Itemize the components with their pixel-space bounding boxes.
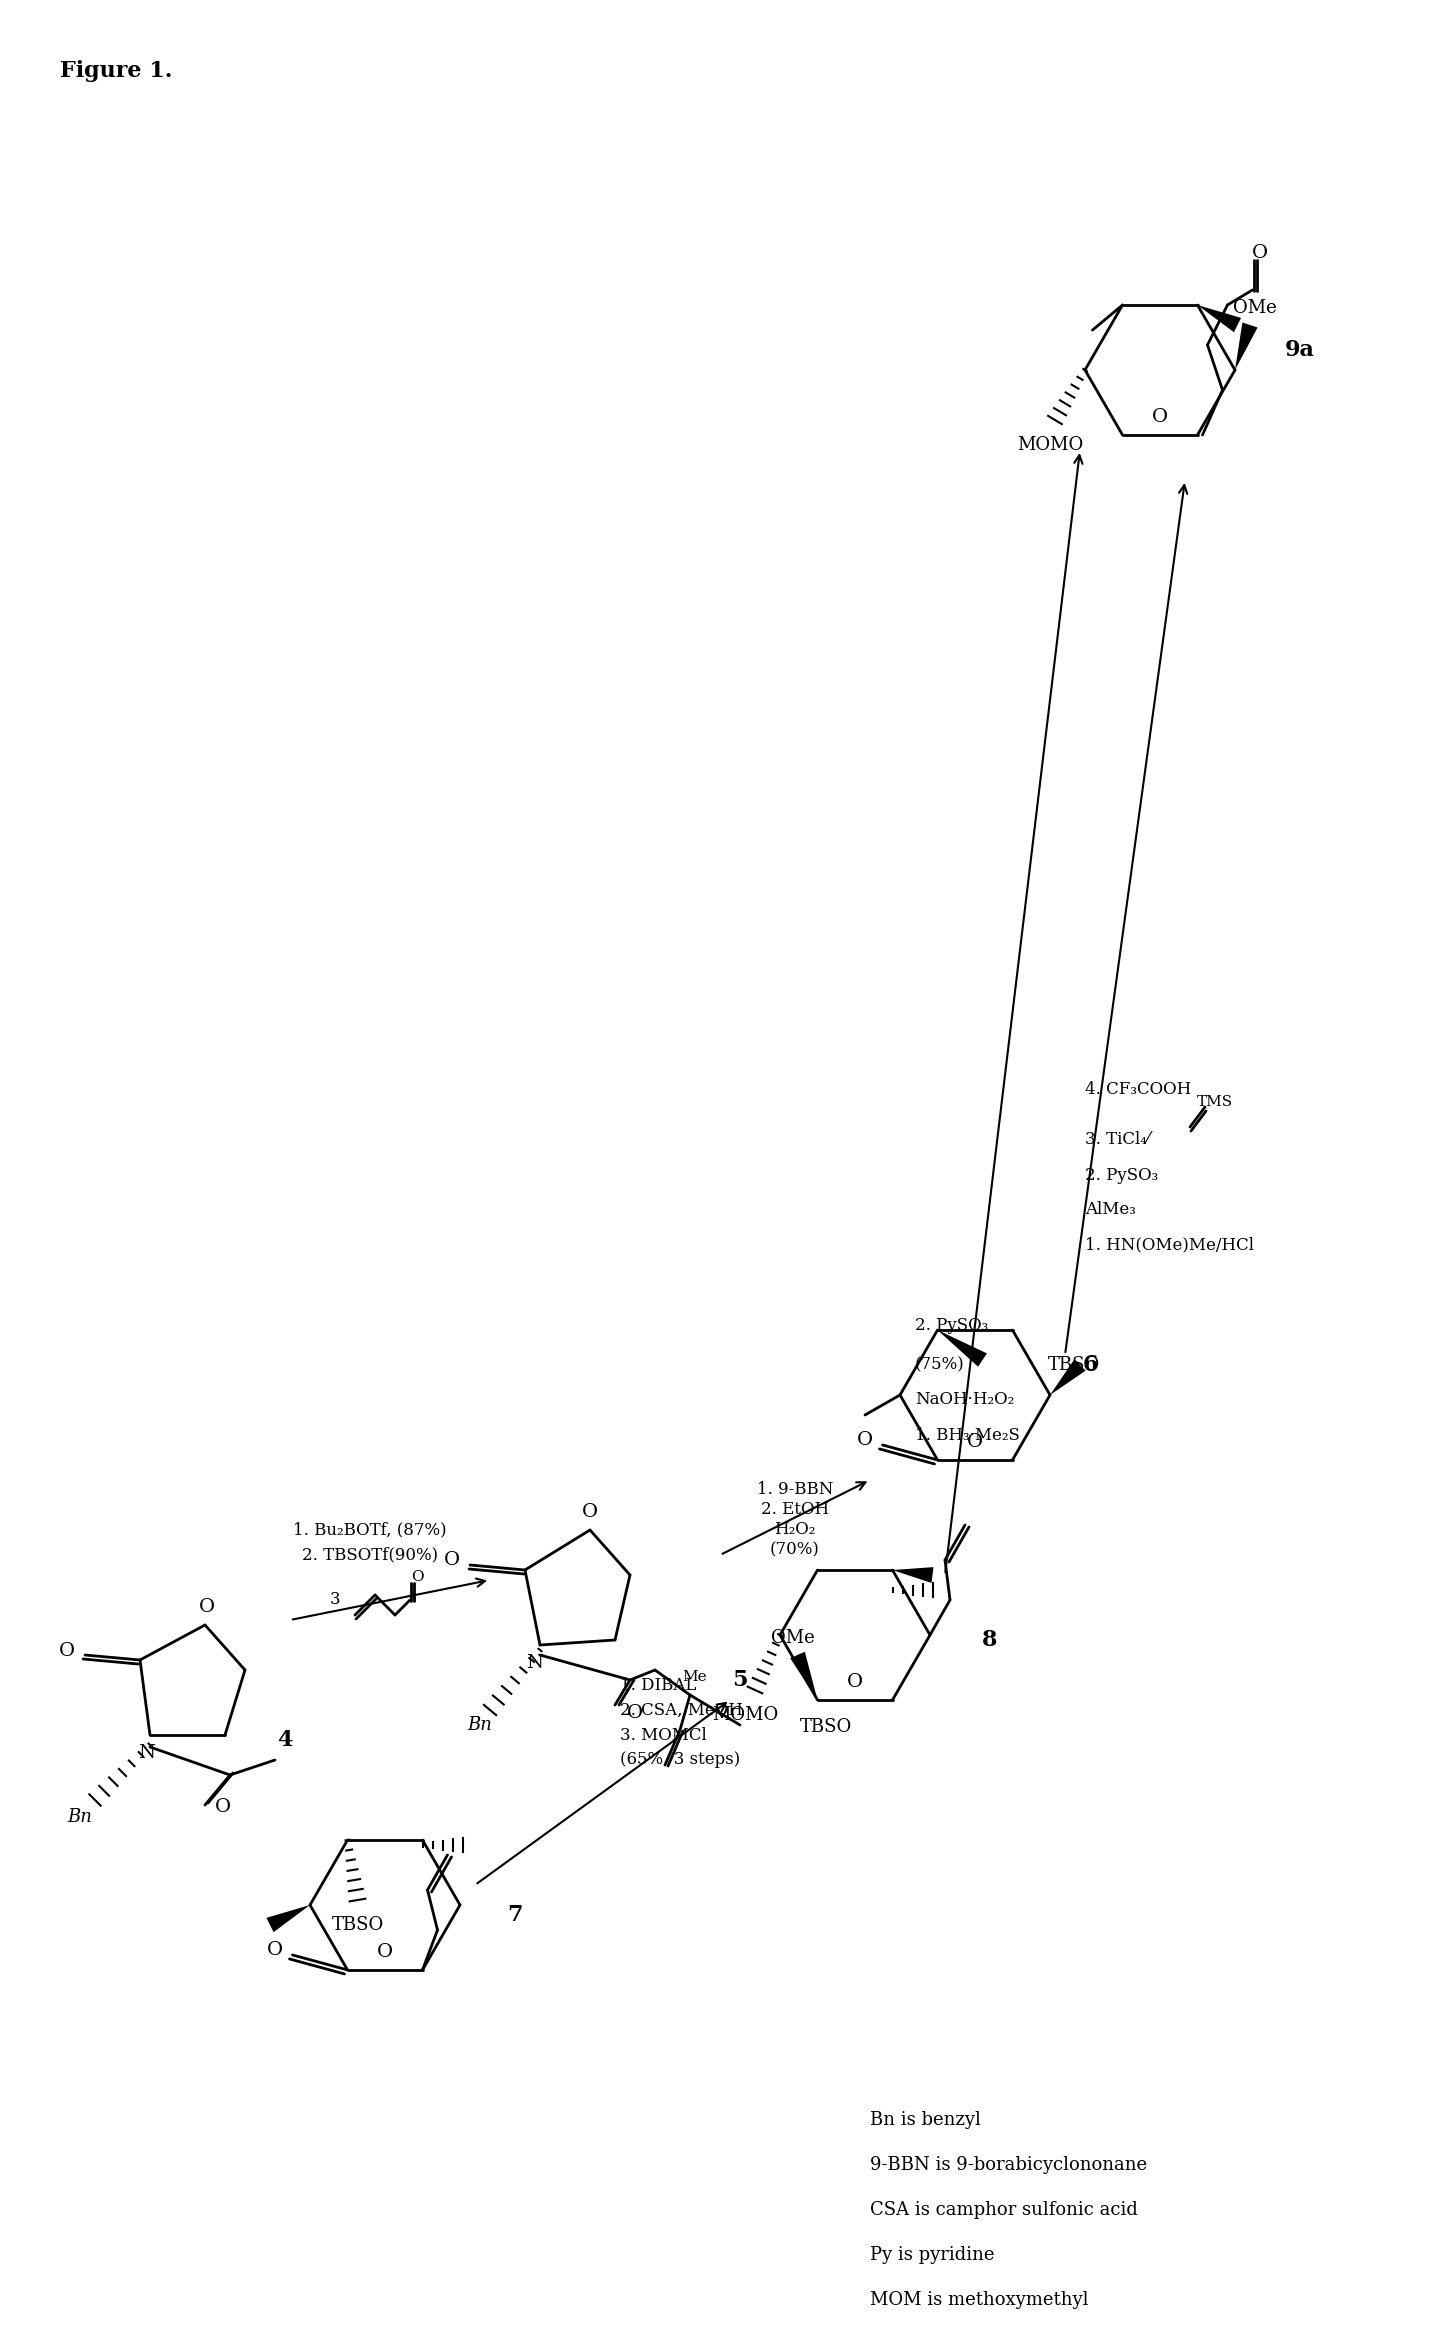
Text: O: O	[377, 1943, 393, 1962]
Text: Py is pyridine: Py is pyridine	[870, 2247, 995, 2263]
Text: Figure 1.: Figure 1.	[60, 61, 173, 82]
Text: O: O	[966, 1433, 984, 1452]
Text: O: O	[847, 1674, 863, 1690]
Text: MOMO: MOMO	[711, 1707, 778, 1723]
Polygon shape	[1198, 304, 1241, 332]
Text: NaOH·H₂O₂: NaOH·H₂O₂	[914, 1391, 1014, 1407]
Text: N: N	[138, 1744, 156, 1763]
Text: (75%): (75%)	[914, 1356, 965, 1372]
Text: TBSO: TBSO	[331, 1917, 383, 1934]
Text: 8: 8	[982, 1630, 998, 1651]
Text: 9a: 9a	[1284, 339, 1315, 360]
Text: O: O	[199, 1597, 215, 1616]
Text: Bn: Bn	[68, 1807, 92, 1826]
Text: 1. Bu₂BOTf, (87%): 1. Bu₂BOTf, (87%)	[294, 1522, 446, 1538]
Text: O: O	[582, 1503, 598, 1522]
Polygon shape	[791, 1651, 818, 1700]
Text: H₂O₂: H₂O₂	[775, 1522, 815, 1538]
Text: 6: 6	[1083, 1354, 1097, 1377]
Text: O: O	[266, 1941, 282, 1959]
Text: O: O	[444, 1550, 459, 1569]
Text: O: O	[857, 1431, 873, 1450]
Text: AlMe₃: AlMe₃	[1084, 1202, 1136, 1218]
Text: 2. EtOH: 2. EtOH	[760, 1501, 829, 1517]
Text: O: O	[626, 1704, 644, 1723]
Text: Me: Me	[683, 1669, 707, 1683]
Text: MOM is methoxymethyl: MOM is methoxymethyl	[870, 2291, 1089, 2310]
Text: O: O	[1152, 407, 1168, 426]
Text: CSA is camphor sulfonic acid: CSA is camphor sulfonic acid	[870, 2200, 1138, 2219]
Text: 1. HN(OMe)Me/HCl: 1. HN(OMe)Me/HCl	[1084, 1237, 1254, 1253]
Text: 7: 7	[507, 1903, 523, 1927]
Text: 5: 5	[733, 1669, 747, 1690]
Text: 3. MOMCl: 3. MOMCl	[621, 1725, 707, 1744]
Text: MOMO: MOMO	[1017, 435, 1083, 454]
Text: 1. DIBAL: 1. DIBAL	[621, 1676, 697, 1693]
Text: 4: 4	[278, 1730, 292, 1751]
Text: 2. PySO₃: 2. PySO₃	[914, 1316, 988, 1333]
Text: OMe: OMe	[1233, 299, 1277, 318]
Polygon shape	[266, 1905, 310, 1931]
Text: O: O	[410, 1571, 423, 1585]
Text: 2. CSA, MeOH: 2. CSA, MeOH	[621, 1702, 743, 1718]
Text: TBSO: TBSO	[801, 1718, 852, 1737]
Polygon shape	[1050, 1358, 1086, 1396]
Text: 1. 9-BBN: 1. 9-BBN	[757, 1482, 834, 1499]
Text: OMe: OMe	[770, 1630, 815, 1646]
Text: O: O	[1251, 243, 1267, 262]
Text: 2. TBSOTf(90%): 2. TBSOTf(90%)	[302, 1545, 438, 1564]
Polygon shape	[893, 1566, 933, 1583]
Text: Bn is benzyl: Bn is benzyl	[870, 2111, 981, 2130]
Text: 2. PySO₃: 2. PySO₃	[1084, 1167, 1158, 1183]
Text: TBSO: TBSO	[1047, 1356, 1100, 1375]
Text: (65%, 3 steps): (65%, 3 steps)	[621, 1751, 740, 1768]
Polygon shape	[1236, 323, 1257, 369]
Text: TMS: TMS	[1197, 1094, 1233, 1108]
Text: 3. TiCl₄⁄: 3. TiCl₄⁄	[1084, 1132, 1149, 1148]
Text: O: O	[215, 1798, 230, 1817]
Text: 3: 3	[330, 1592, 340, 1609]
Polygon shape	[937, 1330, 986, 1368]
Text: 9-BBN is 9-borabicyclononane: 9-BBN is 9-borabicyclononane	[870, 2156, 1148, 2174]
Text: O: O	[59, 1641, 75, 1660]
Text: 1. BH₃·Me₂S: 1. BH₃·Me₂S	[914, 1426, 1020, 1443]
Text: Bn: Bn	[468, 1716, 492, 1735]
Text: (70%): (70%)	[770, 1541, 819, 1559]
Text: N: N	[527, 1653, 543, 1672]
Text: 4. CF₃COOH: 4. CF₃COOH	[1084, 1082, 1191, 1099]
